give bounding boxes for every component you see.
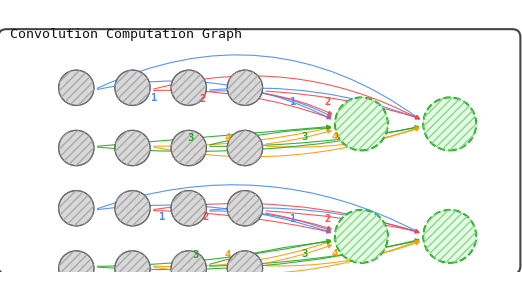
Circle shape bbox=[171, 251, 206, 286]
Circle shape bbox=[58, 130, 94, 166]
Text: 4: 4 bbox=[225, 250, 231, 260]
Text: 4: 4 bbox=[332, 132, 338, 142]
Circle shape bbox=[423, 97, 476, 150]
FancyArrowPatch shape bbox=[210, 126, 419, 146]
Text: 3: 3 bbox=[301, 132, 307, 142]
Circle shape bbox=[171, 70, 206, 105]
FancyArrowPatch shape bbox=[210, 211, 330, 231]
Text: 2: 2 bbox=[203, 212, 209, 222]
FancyArrowPatch shape bbox=[209, 240, 330, 264]
Text: 3: 3 bbox=[301, 249, 307, 259]
Circle shape bbox=[58, 251, 94, 286]
Circle shape bbox=[227, 251, 263, 286]
FancyArrowPatch shape bbox=[266, 211, 419, 233]
FancyArrowPatch shape bbox=[210, 208, 419, 233]
Text: 3: 3 bbox=[187, 133, 194, 143]
FancyArrowPatch shape bbox=[97, 185, 419, 232]
FancyArrowPatch shape bbox=[98, 125, 330, 146]
FancyArrowPatch shape bbox=[153, 210, 330, 233]
FancyArrowPatch shape bbox=[265, 94, 331, 114]
Circle shape bbox=[227, 130, 263, 166]
FancyArrowPatch shape bbox=[210, 240, 419, 266]
Circle shape bbox=[335, 210, 388, 263]
FancyArrowPatch shape bbox=[266, 213, 331, 229]
Circle shape bbox=[171, 130, 206, 166]
FancyArrowPatch shape bbox=[266, 130, 331, 144]
FancyArrowPatch shape bbox=[98, 205, 330, 233]
Circle shape bbox=[115, 251, 150, 286]
FancyArrowPatch shape bbox=[210, 88, 419, 119]
FancyArrowPatch shape bbox=[153, 240, 419, 274]
Text: 4: 4 bbox=[332, 249, 338, 259]
FancyArrowPatch shape bbox=[266, 128, 419, 147]
Text: 2: 2 bbox=[324, 215, 330, 224]
FancyArrowPatch shape bbox=[98, 126, 419, 152]
FancyArrowPatch shape bbox=[153, 241, 330, 267]
FancyArrowPatch shape bbox=[266, 91, 419, 119]
Text: Convolution Computation Graph: Convolution Computation Graph bbox=[9, 28, 242, 41]
Circle shape bbox=[115, 130, 150, 166]
Text: 1: 1 bbox=[151, 93, 158, 103]
FancyArrowPatch shape bbox=[153, 127, 330, 146]
Circle shape bbox=[335, 97, 388, 150]
FancyArrowPatch shape bbox=[266, 245, 331, 263]
Circle shape bbox=[115, 191, 150, 226]
FancyArrowPatch shape bbox=[97, 81, 331, 119]
FancyBboxPatch shape bbox=[0, 29, 520, 274]
FancyArrowPatch shape bbox=[153, 90, 330, 119]
FancyArrowPatch shape bbox=[98, 239, 330, 266]
FancyArrowPatch shape bbox=[209, 91, 331, 116]
FancyArrowPatch shape bbox=[266, 242, 419, 266]
FancyArrowPatch shape bbox=[153, 203, 419, 233]
Text: 1: 1 bbox=[290, 215, 296, 224]
FancyArrowPatch shape bbox=[97, 55, 419, 119]
FancyArrowPatch shape bbox=[210, 126, 330, 145]
Circle shape bbox=[227, 191, 263, 226]
Circle shape bbox=[115, 70, 150, 105]
Circle shape bbox=[58, 191, 94, 226]
FancyArrowPatch shape bbox=[98, 239, 419, 270]
Circle shape bbox=[171, 191, 206, 226]
Text: 1: 1 bbox=[159, 212, 165, 222]
Text: 3: 3 bbox=[192, 250, 198, 260]
FancyArrowPatch shape bbox=[153, 76, 419, 119]
Text: 2: 2 bbox=[199, 94, 205, 104]
Text: 1: 1 bbox=[290, 97, 296, 107]
FancyArrowPatch shape bbox=[153, 127, 419, 157]
Text: 2: 2 bbox=[324, 97, 330, 107]
Text: 4: 4 bbox=[225, 133, 231, 143]
Circle shape bbox=[58, 70, 94, 105]
Circle shape bbox=[227, 70, 263, 105]
Circle shape bbox=[423, 210, 476, 263]
